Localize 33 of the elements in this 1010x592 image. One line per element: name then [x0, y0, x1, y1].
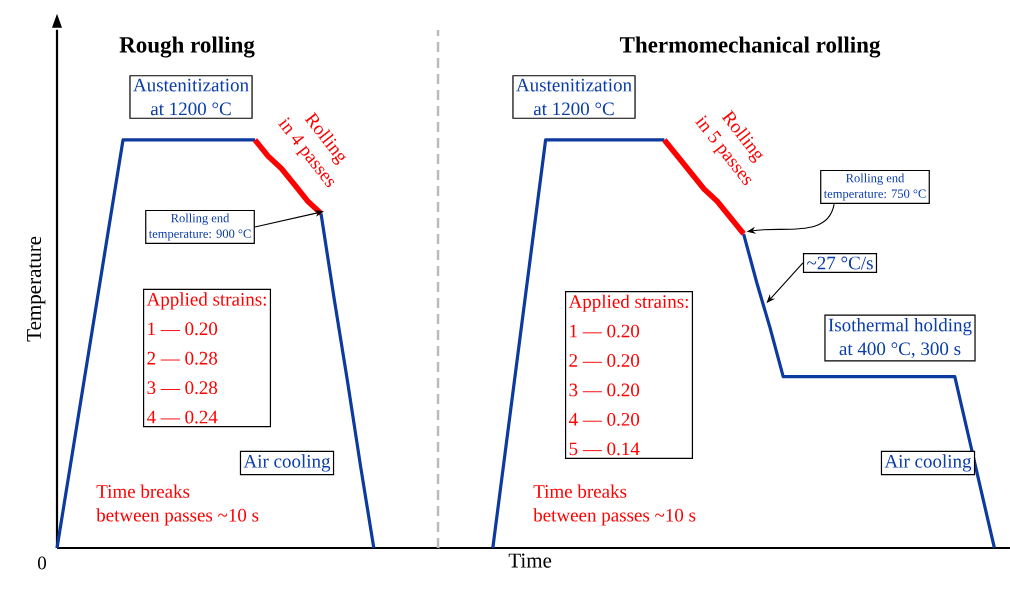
annotation: Time breaks — [96, 484, 190, 498]
annotation: Isothermal holding — [828, 318, 972, 336]
text: at 1200 °C — [150, 102, 231, 116]
annotation: Air cooling — [243, 454, 331, 472]
annotation: temperature: 900 °C — [148, 229, 251, 241]
text: at 1200 °C — [533, 102, 614, 116]
text: Austenitization — [133, 78, 249, 92]
annotation: 4 — 0.24 — [146, 410, 218, 424]
text: Austenitization — [516, 78, 632, 92]
annotation: Applied strains: — [146, 292, 266, 310]
x-axis-title: Time — [508, 553, 552, 568]
annotation: 3 — 0.28 — [147, 381, 218, 395]
text: Rough rolling — [119, 36, 255, 58]
annotation: Time breaks — [533, 484, 627, 498]
annotation: at 400 °C, 300 s — [839, 342, 961, 358]
annotation: Rolling end — [171, 213, 230, 225]
annotation: 4 — 0.20 — [568, 412, 640, 426]
annotation: 1 — 0.20 — [148, 322, 218, 336]
annotation: Air cooling — [884, 454, 972, 472]
annotation: 1 — 0.20 — [570, 324, 640, 338]
annotation: between passes ~10 s — [533, 508, 696, 526]
annotation: between passes ~10 s — [96, 508, 259, 526]
annotation: Rolling end — [846, 173, 905, 185]
text: 0 — [37, 556, 47, 570]
annotation: ~27 °C/s — [807, 256, 873, 270]
annotation: temperature: 750 °C — [823, 189, 926, 201]
text: Thermomechanical rolling — [619, 36, 881, 58]
annotation: 2 — 0.20 — [569, 354, 640, 367]
annotation: 5 — 0.14 — [569, 442, 640, 456]
annotation: 3 — 0.20 — [569, 383, 640, 397]
annotation: Applied strains: — [568, 294, 688, 312]
y-axis-title: Temperature — [27, 236, 46, 342]
annotation: 2 — 0.28 — [147, 351, 218, 365]
